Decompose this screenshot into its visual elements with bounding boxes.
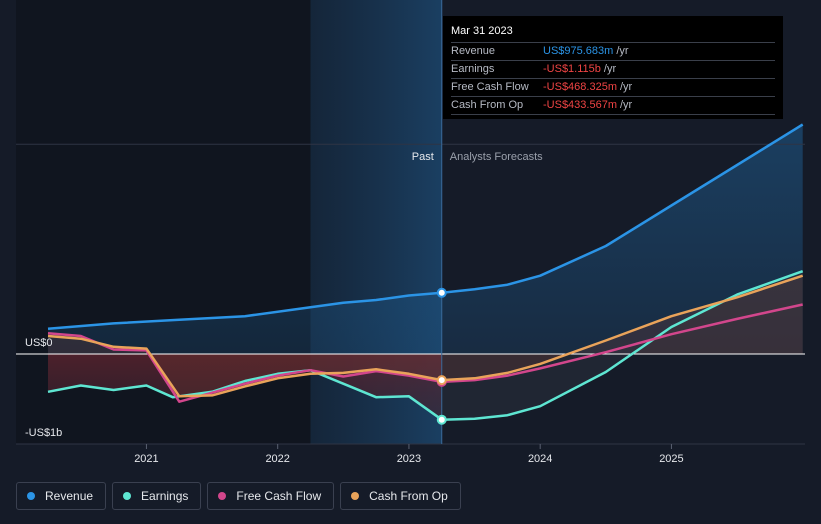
tooltip-unit: /yr [603, 63, 617, 75]
earnings-past-area [48, 354, 442, 420]
tooltip-value: -US$468.325m [543, 81, 617, 93]
x-tick-label: 2022 [265, 453, 289, 465]
tooltip-date: Mar 31 2023 [451, 22, 775, 43]
series-line-free-cash-flow [47, 303, 803, 403]
data-point-earnings [436, 414, 447, 425]
series-markers [436, 287, 447, 425]
y-tick-label: -US$1b [25, 427, 62, 439]
x-tick-label: 2021 [134, 453, 158, 465]
revenue-dot-icon [27, 492, 35, 500]
tooltip-row-cash-from-op: Cash From Op -US$433.567m /yr [451, 97, 775, 115]
tooltip-label: Cash From Op [451, 99, 524, 111]
legend-label: Earnings [141, 489, 189, 503]
legend-item-free-cash-flow[interactable]: Free Cash Flow [207, 482, 335, 510]
forecast-label: Analysts Forecasts [450, 151, 543, 163]
data-point-revenue [436, 287, 447, 298]
cash-from-op-dot-icon [351, 492, 360, 500]
x-tick-label: 2024 [528, 453, 552, 465]
legend-label: Cash From Op [369, 489, 448, 503]
tooltip-label: Revenue [451, 45, 496, 57]
tooltip-row-earnings: Earnings -US$1.115b /yr [451, 61, 775, 79]
tooltip-unit: /yr [620, 99, 633, 111]
tooltip-value: -US$433.567m [543, 99, 617, 111]
tooltip-unit: /yr [616, 45, 629, 57]
x-tick-label: 2023 [397, 453, 421, 465]
y-tick-label: US$0 [25, 337, 53, 349]
series-lines [47, 123, 804, 421]
tooltip-value: US$975.683m [543, 45, 614, 57]
tooltip-row-free-cash-flow: Free Cash Flow -US$468.325m /yr [451, 79, 775, 97]
x-tick-label: 2025 [659, 453, 683, 465]
legend-item-earnings[interactable]: Earnings [112, 482, 202, 510]
tooltip-row-revenue: Revenue US$975.683m /yr [451, 43, 775, 61]
legend-label: Free Cash Flow [236, 489, 322, 503]
legend-item-cash-from-op[interactable]: Cash From Op [340, 482, 461, 510]
free-cash-flow-dot-icon [218, 492, 227, 500]
data-point-cash-from-op [436, 375, 447, 386]
axis-labels: US$4bUS$0-US$1b20212022202320242025PastA… [25, 151, 684, 465]
tooltip-panel: Mar 31 2023 Revenue US$975.683m /yr Earn… [443, 16, 783, 119]
tooltip-unit: /yr [620, 81, 633, 93]
tooltip-label: Earnings [451, 63, 495, 75]
earnings-dot-icon [123, 492, 132, 500]
tooltip-value: -US$1.115b [543, 63, 601, 75]
revenue-area [48, 124, 803, 354]
chart-legend: Revenue Earnings Free Cash Flow Cash Fro… [16, 482, 461, 510]
past-label: Past [412, 151, 434, 163]
legend-item-revenue[interactable]: Revenue [16, 482, 107, 510]
tooltip-label: Free Cash Flow [451, 81, 529, 93]
cash-from-op-area [48, 275, 803, 397]
series-line-earnings [47, 270, 804, 421]
legend-label: Revenue [45, 489, 94, 503]
series-line-revenue [47, 123, 804, 331]
series-line-cash-from-op [47, 274, 804, 398]
